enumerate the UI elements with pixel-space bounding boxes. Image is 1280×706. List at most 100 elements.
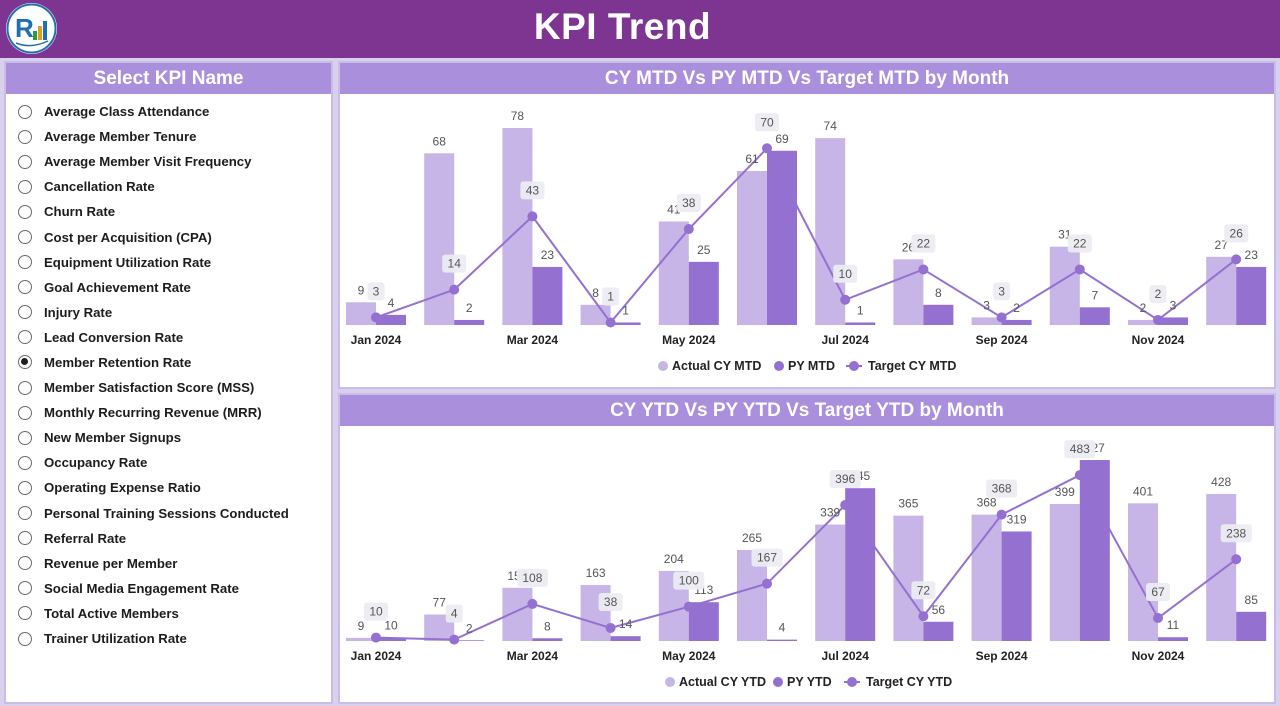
label-target-bg — [602, 287, 620, 306]
x-tick-label: Nov 2024 — [1132, 333, 1185, 347]
radio-selected-icon[interactable] — [18, 355, 32, 370]
target-point — [918, 264, 929, 275]
kpi-option[interactable]: Average Class Attendance — [6, 99, 331, 124]
kpi-option[interactable]: New Member Signups — [6, 425, 331, 450]
bar-py — [923, 621, 954, 641]
label-target-bg — [367, 282, 385, 301]
label-target: 483 — [1070, 442, 1090, 456]
x-tick-label: Mar 2024 — [507, 649, 559, 663]
bar-py — [610, 636, 641, 641]
kpi-option[interactable]: Equipment Utilization Rate — [6, 250, 331, 275]
label-actual: 204 — [664, 552, 684, 566]
kpi-option[interactable]: Monthly Recurring Revenue (MRR) — [6, 400, 331, 425]
label-py: 11 — [1167, 618, 1180, 632]
kpi-option[interactable]: Occupancy Rate — [6, 450, 331, 475]
kpi-option[interactable]: Member Satisfaction Score (MSS) — [6, 375, 331, 400]
kpi-option-label: Operating Expense Ratio — [44, 480, 201, 496]
radio-icon[interactable] — [18, 380, 32, 395]
kpi-option-label: Referral Rate — [44, 530, 127, 546]
bar-actual — [658, 221, 689, 325]
radio-icon[interactable] — [18, 104, 32, 119]
label-target: 70 — [760, 115, 774, 129]
kpi-option[interactable]: Churn Rate — [6, 199, 331, 224]
radio-icon[interactable] — [18, 581, 32, 596]
bar-py — [376, 637, 406, 641]
company-logo: R — [6, 3, 57, 54]
bar-actual — [346, 637, 376, 641]
label-target-bg — [1220, 524, 1252, 543]
kpi-option[interactable]: Total Active Members — [6, 601, 331, 626]
radio-icon[interactable] — [18, 179, 32, 194]
radio-icon[interactable] — [18, 506, 32, 521]
bar-py — [1236, 611, 1267, 641]
kpi-option[interactable]: Cost per Acquisition (CPA) — [6, 224, 331, 249]
kpi-option[interactable]: Goal Achievement Rate — [6, 275, 331, 300]
kpi-option[interactable]: Operating Expense Ratio — [6, 475, 331, 500]
bar-actual — [502, 587, 533, 641]
kpi-option[interactable]: Average Member Visit Frequency — [6, 149, 331, 174]
label-target-bg — [673, 571, 705, 590]
bar-py — [610, 322, 641, 325]
target-point — [527, 211, 538, 222]
kpi-option[interactable]: Personal Training Sessions Conducted — [6, 501, 331, 526]
radio-icon[interactable] — [18, 405, 32, 420]
bar-actual — [1049, 503, 1080, 641]
radio-icon[interactable] — [18, 606, 32, 621]
kpi-option-label: Total Active Members — [44, 605, 179, 621]
target-point — [1153, 314, 1163, 325]
bar-actual — [1128, 319, 1158, 325]
radio-icon[interactable] — [18, 631, 32, 646]
label-target: 2 — [1155, 287, 1162, 301]
radio-icon[interactable] — [18, 230, 32, 245]
radio-icon[interactable] — [18, 255, 32, 270]
kpi-option[interactable]: Cancellation Rate — [6, 174, 331, 199]
radio-icon[interactable] — [18, 455, 32, 470]
kpi-option-label: Average Class Attendance — [44, 104, 210, 120]
kpi-option[interactable]: Lead Conversion Rate — [6, 325, 331, 350]
kpi-option[interactable]: Average Member Tenure — [6, 124, 331, 149]
bar-actual — [893, 515, 924, 641]
radio-icon[interactable] — [18, 480, 32, 495]
bar-py — [1236, 266, 1267, 325]
target-point — [996, 312, 1007, 323]
radio-icon[interactable] — [18, 330, 32, 345]
kpi-option-label: Personal Training Sessions Conducted — [44, 505, 289, 521]
radio-icon[interactable] — [18, 531, 32, 546]
label-target-bg — [1149, 284, 1167, 303]
legend-label: PY MTD — [788, 359, 835, 373]
mtd-chart-title: CY MTD Vs PY MTD Vs Target MTD by Month — [340, 63, 1274, 94]
kpi-selector-panel: Select KPI Name Average Class Attendance… — [4, 61, 333, 704]
radio-icon[interactable] — [18, 129, 32, 144]
radio-icon[interactable] — [18, 280, 32, 295]
kpi-option-label: New Member Signups — [44, 430, 182, 446]
kpi-option[interactable]: Member Retention Rate — [6, 350, 331, 375]
bar-actual — [424, 153, 455, 325]
kpi-option[interactable]: Revenue per Member — [6, 551, 331, 576]
label-target-bg — [833, 264, 858, 283]
label-target-bg — [1064, 440, 1096, 459]
legend-marker — [658, 361, 668, 371]
radio-icon[interactable] — [18, 430, 32, 445]
radio-icon[interactable] — [18, 204, 32, 219]
radio-icon[interactable] — [18, 154, 32, 169]
bar-actual — [346, 302, 376, 325]
label-target-bg — [755, 113, 779, 132]
target-point — [371, 312, 381, 323]
bar-py — [454, 319, 485, 325]
label-py: 8 — [935, 286, 942, 300]
radio-icon[interactable] — [18, 556, 32, 571]
kpi-option[interactable]: Social Media Engagement Rate — [6, 576, 331, 601]
legend-marker — [847, 677, 857, 687]
label-target: 38 — [682, 196, 696, 210]
legend-label: Actual CY YTD — [679, 675, 766, 689]
target-line — [375, 146, 1237, 325]
label-actual: 78 — [511, 109, 525, 123]
kpi-option[interactable]: Referral Rate — [6, 526, 331, 551]
radio-icon[interactable] — [18, 305, 32, 320]
kpi-option-label: Goal Achievement Rate — [44, 279, 191, 295]
label-actual: 428 — [1211, 475, 1231, 489]
kpi-option[interactable]: Injury Rate — [6, 300, 331, 325]
target-point — [371, 632, 381, 643]
kpi-option[interactable]: Trainer Utilization Rate — [6, 626, 331, 651]
label-target-bg — [751, 548, 783, 567]
